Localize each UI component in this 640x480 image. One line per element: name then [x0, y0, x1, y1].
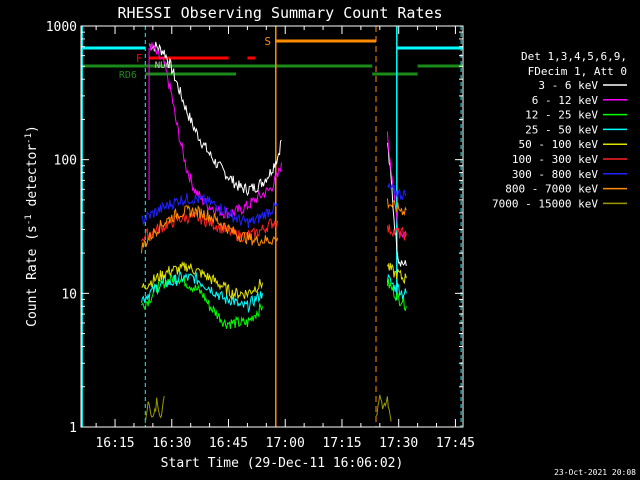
- x-tick-label-6: 17:45: [436, 436, 475, 451]
- legend-label-3: 25 - 50 keV: [525, 123, 598, 136]
- series-line-3: [141, 271, 407, 314]
- y-axis-label: Count Rate (s-1 detector-1): [24, 125, 40, 327]
- axis-ticks: 1 10 100 1000 16:15 16:30 16:45 17:00 17:15 17:30…: [46, 20, 475, 451]
- y-axis-label-mid: detector: [25, 144, 40, 215]
- chart-title: RHESSI Observing Summary Count Rates: [117, 4, 442, 22]
- legend-label-2: 12 - 25 keV: [525, 109, 598, 122]
- legend-label-7: 800 - 7000 keV: [505, 183, 598, 196]
- flag-label-decim: RD6: [119, 70, 137, 81]
- flag-label-nuc: NUC: [155, 61, 171, 71]
- series-line-6: [141, 182, 407, 228]
- y-axis-label-sup2: -1: [24, 133, 34, 144]
- generation-timestamp: 23-Oct-2021 20:08: [554, 468, 636, 477]
- legend: Det 1,3,4,5,6,9, FDecim 1, Att 0 3 - 6 k…: [492, 50, 627, 210]
- y-tick-label-1: 10: [61, 287, 77, 302]
- y-axis-label-main: Count Rate (s: [25, 225, 40, 327]
- series-layer: [141, 41, 407, 424]
- x-tick-label-4: 17:15: [322, 436, 361, 451]
- y-tick-label-2: 100: [54, 154, 77, 169]
- legend-header-2: FDecim 1, Att 0: [528, 65, 627, 78]
- legend-label-6: 300 - 800 keV: [512, 168, 598, 181]
- legend-label-0: 3 - 6 keV: [538, 79, 598, 92]
- legend-label-5: 100 - 300 keV: [512, 153, 598, 166]
- x-tick-label-3: 17:00: [266, 436, 305, 451]
- series-line-4: [141, 260, 407, 301]
- y-tick-label-3: 1000: [46, 20, 77, 35]
- x-tick-label-2: 16:45: [209, 436, 248, 451]
- observing-flags: F S RD6 NUC: [81, 35, 463, 81]
- legend-label-1: 6 - 12 keV: [532, 94, 599, 107]
- legend-header-1: Det 1,3,4,5,6,9,: [521, 50, 627, 63]
- series-line-8: [144, 394, 392, 424]
- x-axis-label: Start Time (29-Dec-11 16:06:02): [161, 456, 404, 471]
- x-tick-label-0: 16:15: [95, 436, 134, 451]
- flag-label-saa: S: [264, 35, 271, 48]
- y-axis-label-sup1: -1: [24, 214, 34, 225]
- y-tick-label-0: 1: [69, 421, 77, 436]
- y-axis-label-end: ): [25, 125, 40, 133]
- x-tick-label-1: 16:30: [152, 436, 191, 451]
- series-line-7: [141, 198, 407, 254]
- flag-label-flare: F: [136, 52, 143, 65]
- legend-label-8: 7000 - 15000 keV: [492, 197, 598, 210]
- legend-label-4: 50 - 100 keV: [519, 138, 599, 151]
- x-tick-label-5: 17:30: [379, 436, 418, 451]
- plot-frame: [80, 25, 464, 428]
